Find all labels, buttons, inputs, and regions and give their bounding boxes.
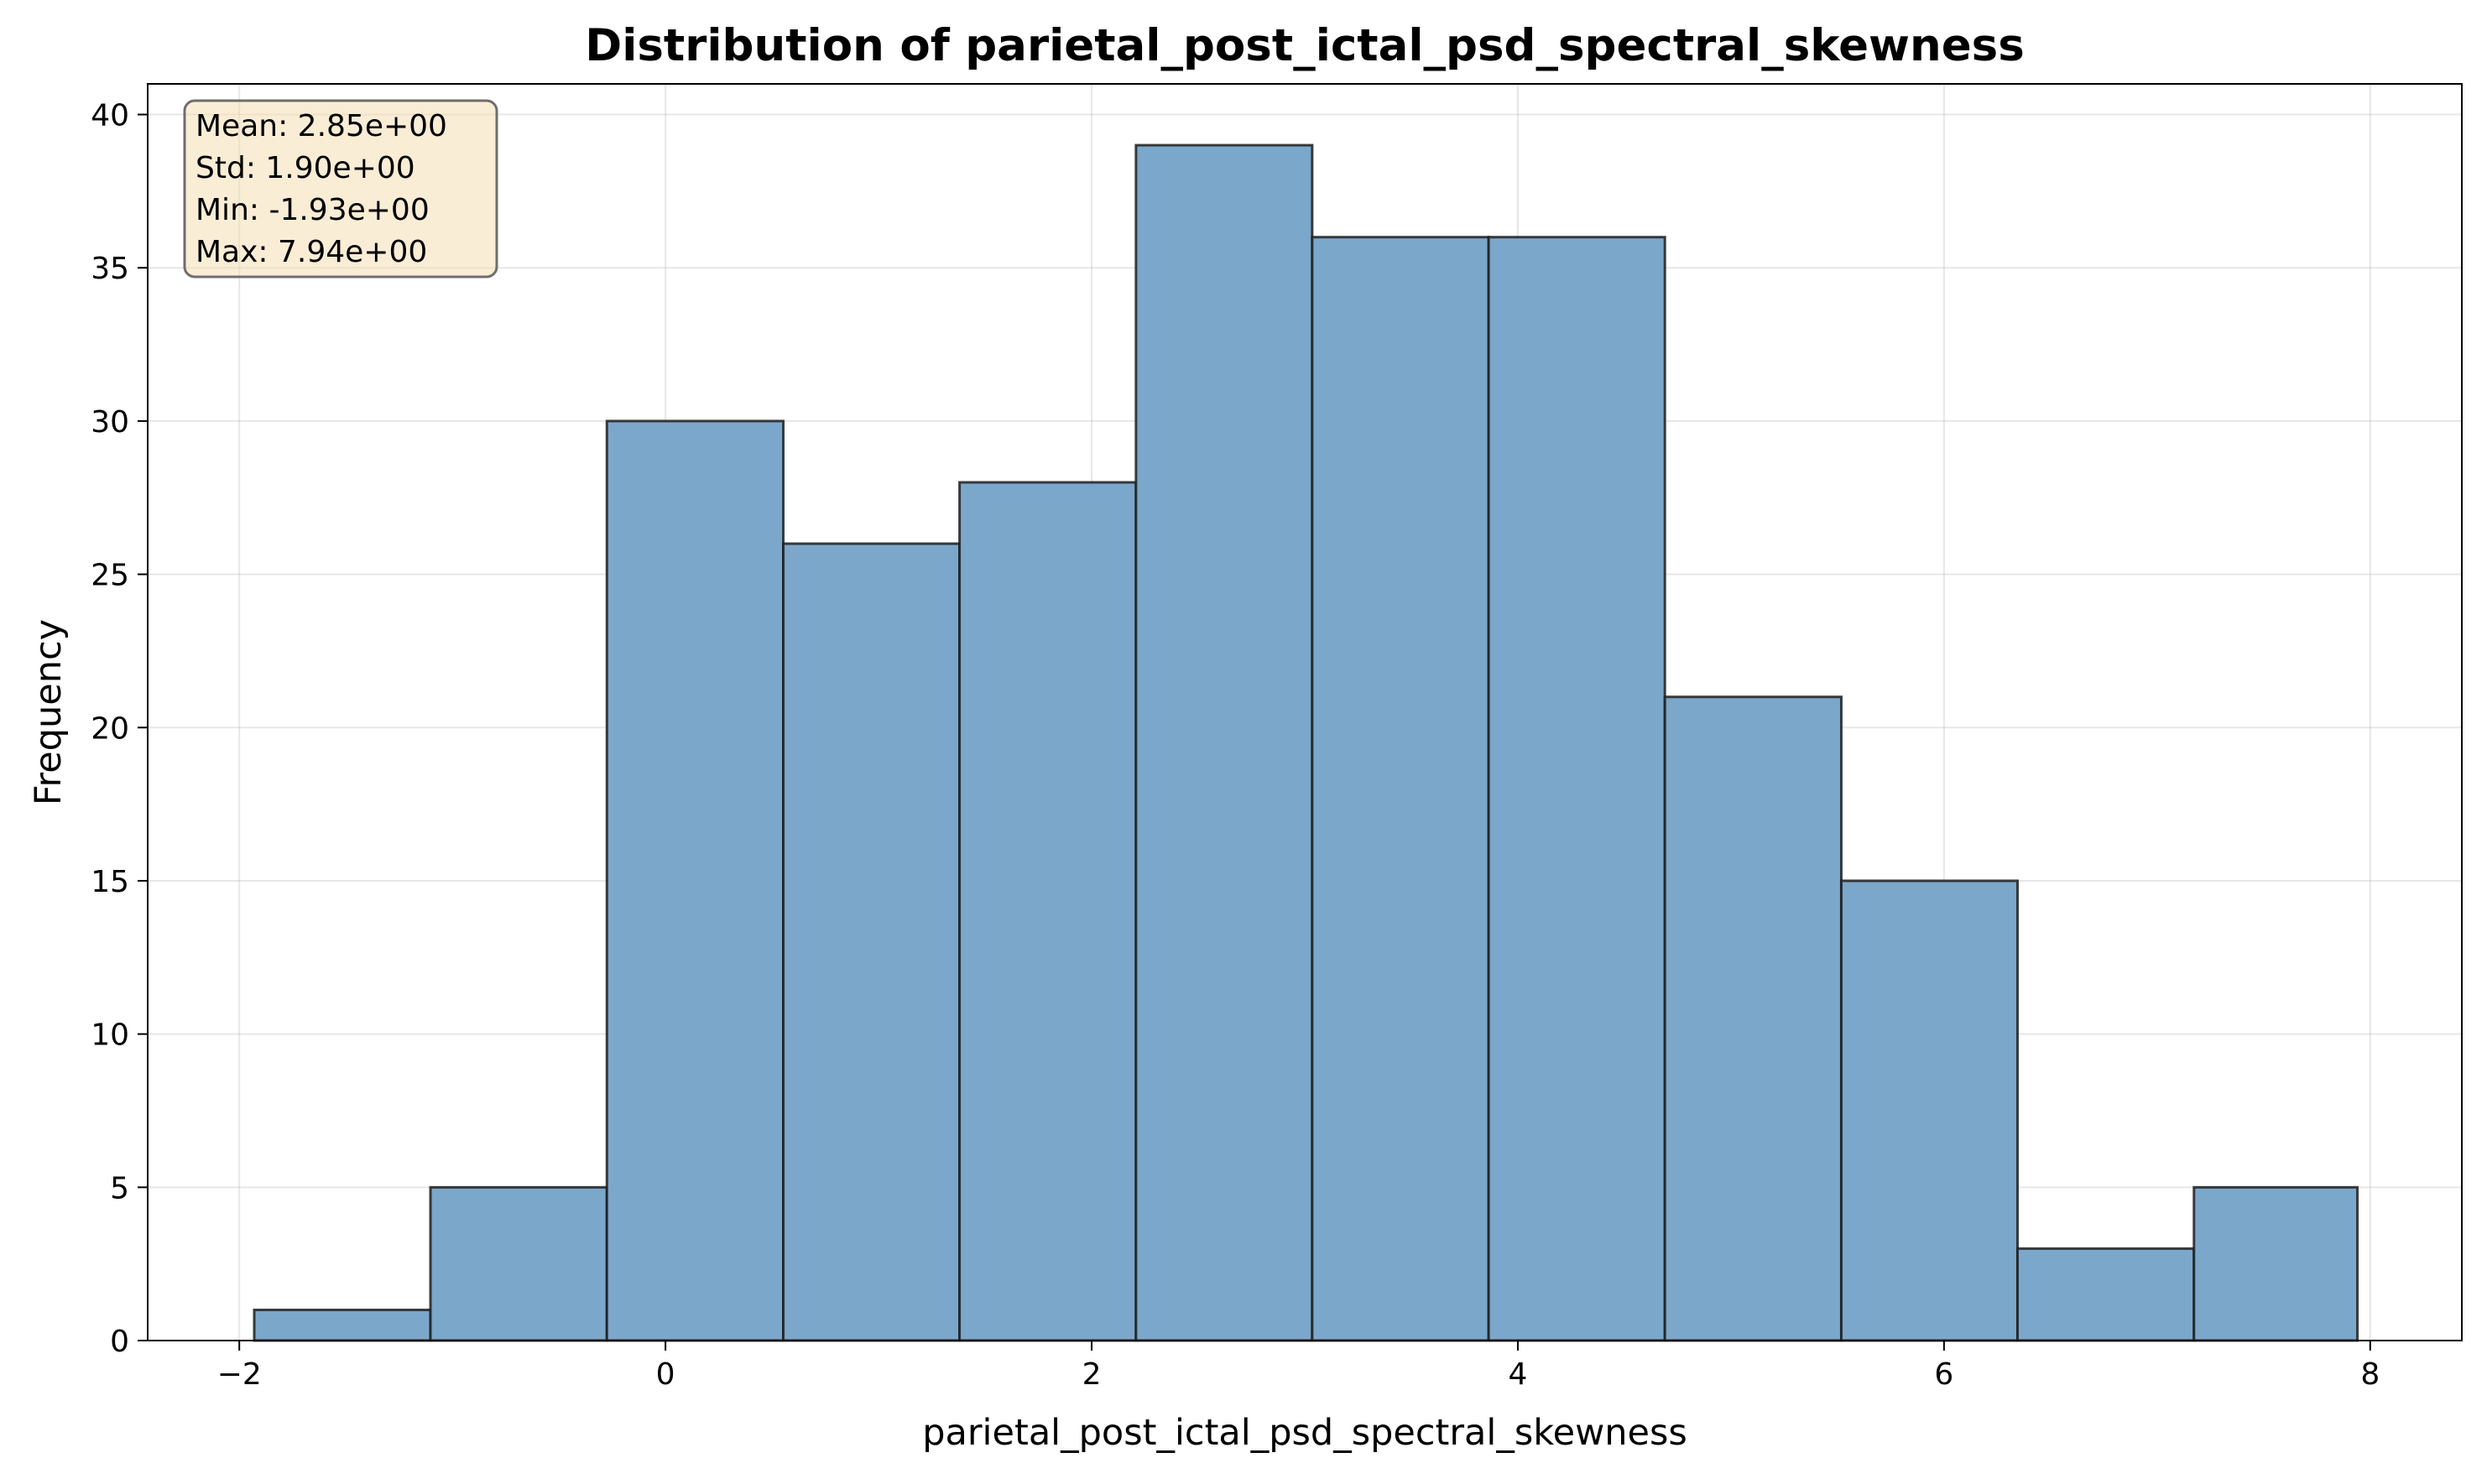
histogram-bar-5 — [1134, 143, 1314, 1342]
histogram-bar-1 — [429, 1185, 608, 1342]
stats-line-1: Std: 1.90e+00 — [196, 151, 415, 185]
chart-title: Distribution of parietal_post_ictal_psd_… — [585, 20, 2025, 71]
axes-frame — [147, 83, 2463, 1341]
x-tick-label-2: 2 — [1082, 1357, 1102, 1392]
histogram-bar-8 — [1663, 695, 1843, 1342]
histogram-bar-2 — [605, 419, 785, 1342]
stats-line-0: Mean: 2.85e+00 — [196, 109, 447, 143]
histogram-bar-4 — [958, 481, 1138, 1342]
histogram-bar-6 — [1311, 236, 1490, 1342]
y-tick-label-6: 30 — [91, 405, 129, 440]
histogram-bar-7 — [1487, 236, 1666, 1342]
x-tick-label-4: 6 — [1934, 1357, 1953, 1392]
y-tick-label-5: 25 — [91, 559, 129, 593]
histogram-bar-11 — [2192, 1185, 2359, 1342]
y-tick-label-1: 5 — [110, 1171, 129, 1205]
histogram-bar-0 — [253, 1308, 432, 1342]
histogram-bar-9 — [1839, 879, 2019, 1342]
x-axis-ticks: −2 0 2 4 6 8 — [217, 1341, 2380, 1392]
y-axis-ticks: 0 5 10 15 20 25 30 35 40 — [91, 99, 148, 1359]
stats-annotation: Mean: 2.85e+00 Std: 1.90e+00 Min: -1.93e+0… — [183, 99, 498, 279]
histogram-bar-10 — [2015, 1247, 2196, 1342]
x-axis-label: parietal_post_ictal_psd_spectral_skewnes… — [922, 1412, 1687, 1454]
x-tick-label-5: 8 — [2360, 1357, 2380, 1392]
y-tick-label-4: 20 — [91, 711, 129, 746]
y-tick-label-2: 10 — [91, 1018, 129, 1053]
stats-line-3: Max: 7.94e+00 — [196, 235, 427, 269]
x-tick-label-0: −2 — [217, 1357, 262, 1392]
y-tick-label-8: 40 — [91, 99, 129, 133]
histogram-bars — [253, 143, 2359, 1342]
histogram-bar-3 — [782, 542, 962, 1342]
stats-box — [183, 99, 498, 279]
x-tick-label-3: 4 — [1509, 1357, 1528, 1392]
y-tick-label-7: 35 — [91, 252, 129, 286]
y-tick-label-3: 15 — [91, 865, 129, 899]
x-tick-label-1: 0 — [656, 1357, 675, 1392]
y-axis-label: Frequency — [28, 619, 70, 805]
stats-line-2: Min: -1.93e+00 — [196, 193, 430, 227]
y-tick-label-0: 0 — [110, 1325, 129, 1359]
